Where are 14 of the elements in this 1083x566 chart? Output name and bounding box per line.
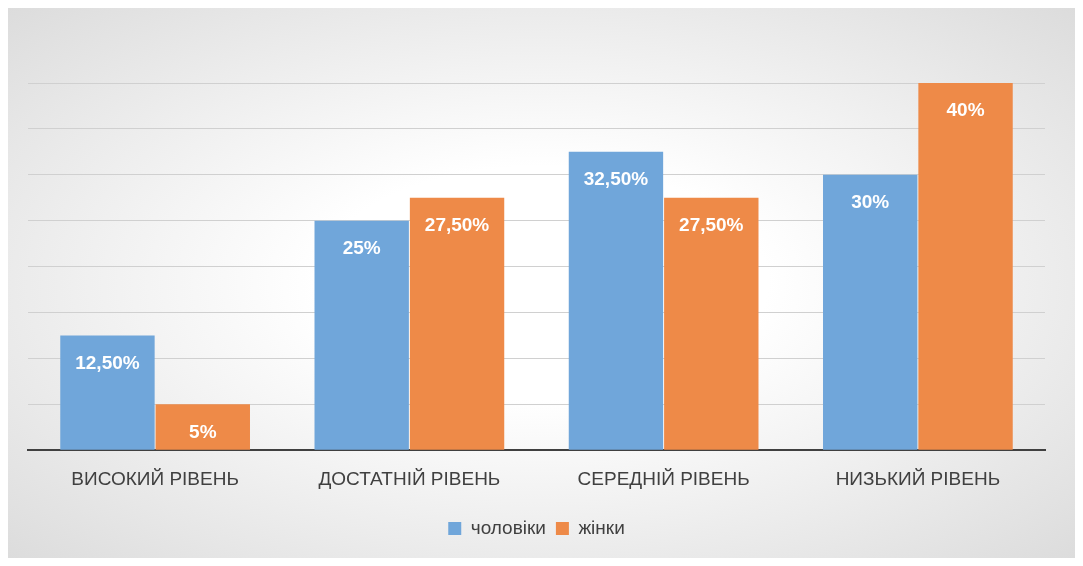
legend-label: жінки <box>578 516 625 538</box>
data-label: 32,50% <box>583 168 649 190</box>
x-tick-label: СЕРЕДНІЙ РІВЕНЬ <box>577 467 750 489</box>
legend-label: чоловіки <box>470 516 546 538</box>
data-label: 27,50% <box>679 213 744 235</box>
data-label: 27,50% <box>424 213 490 235</box>
x-tick-label: ВИСОКИЙ РІВЕНЬ <box>71 467 239 489</box>
x-tick-label: НИЗЬКИЙ РІВЕНЬ <box>835 467 1001 489</box>
data-label: 12,50% <box>75 351 140 373</box>
data-label: 30% <box>851 191 890 213</box>
data-label: 40% <box>946 99 985 121</box>
data-label: 5% <box>189 420 217 442</box>
x-tick-label: ДОСТАТНІЙ РІВЕНЬ <box>318 467 501 489</box>
data-label: 25% <box>342 236 381 258</box>
